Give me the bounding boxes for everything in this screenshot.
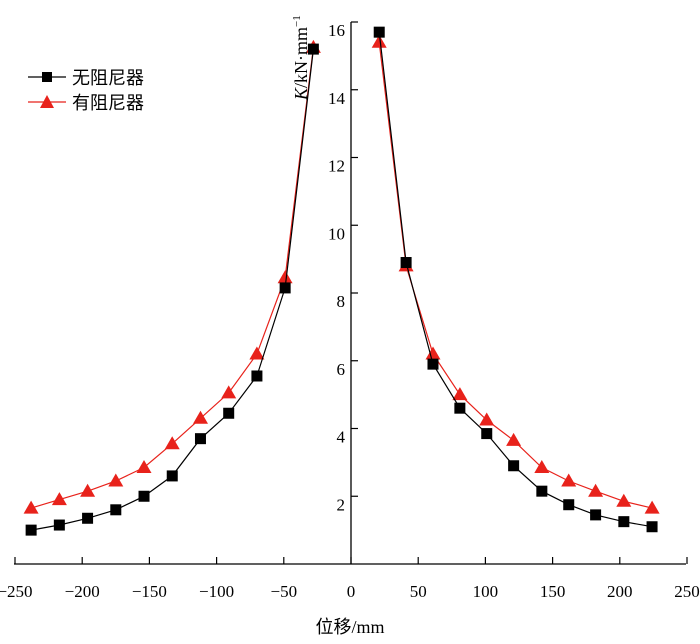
x-tick-label: 50 xyxy=(410,582,427,601)
x-tick-label: 0 xyxy=(347,582,356,601)
data-point-square xyxy=(307,43,319,55)
data-point-triangle xyxy=(249,346,265,360)
x-tick-label: 200 xyxy=(607,582,633,601)
data-point-square xyxy=(166,470,178,482)
x-tick-label: −50 xyxy=(271,582,298,601)
data-point-triangle xyxy=(588,483,604,497)
data-point-square xyxy=(138,490,150,502)
data-point-triangle xyxy=(371,34,387,48)
legend-label-series-0: 无阻尼器 xyxy=(72,68,144,89)
tick-labels: −250 −200 −150 −100 −50 0 50 100 150 200 250 2 4 6 8 10… xyxy=(0,21,700,601)
legend-marker-triangle xyxy=(40,95,54,108)
data-point-square xyxy=(53,519,65,531)
y-tick-label: 8 xyxy=(337,292,346,311)
tick-marks xyxy=(14,21,688,564)
data-point-triangle xyxy=(221,385,237,399)
x-axis-label-main: 位移 xyxy=(315,617,351,638)
data-point-triangle xyxy=(136,460,152,473)
y-tick-label: 4 xyxy=(337,428,346,447)
data-point-triangle xyxy=(277,270,293,284)
data-point-triangle xyxy=(51,492,67,506)
data-point-square xyxy=(590,509,602,521)
y-tick-label: 2 xyxy=(337,495,346,514)
data-point-triangle xyxy=(425,346,441,360)
x-axis-label: 位移/mm xyxy=(315,617,384,638)
data-point-square xyxy=(223,407,235,419)
data-point-triangle xyxy=(108,473,124,487)
y-tick-label: 10 xyxy=(328,224,345,243)
legend: 无阻尼器 有阻尼器 xyxy=(28,68,144,114)
data-point-square xyxy=(618,516,630,528)
x-tick-label: −100 xyxy=(199,582,234,601)
data-point-triangle xyxy=(164,436,180,450)
y-axis-label-var: K xyxy=(291,87,311,101)
data-point-square xyxy=(251,370,263,382)
data-point-square xyxy=(279,282,291,294)
series-line-0 xyxy=(30,49,314,531)
x-tick-label: 250 xyxy=(674,582,700,601)
data-point-square xyxy=(481,428,493,440)
plot-area xyxy=(23,26,660,536)
x-tick-label: −250 xyxy=(0,582,33,601)
data-point-square xyxy=(536,485,548,497)
y-tick-label: 14 xyxy=(328,89,346,108)
y-tick-label: 6 xyxy=(337,360,346,379)
x-axis-label-unit: /mm xyxy=(351,617,384,637)
legend-marker-square xyxy=(42,72,52,82)
y-axis-label-unit: /kN·mm xyxy=(291,27,311,88)
data-point-square xyxy=(400,257,412,269)
data-point-square xyxy=(194,433,206,445)
y-tick-label: 16 xyxy=(328,21,345,40)
data-point-triangle xyxy=(561,473,577,487)
data-point-triangle xyxy=(23,500,39,514)
y-axis-label-exponent: −1 xyxy=(291,15,303,27)
data-point-triangle xyxy=(80,483,96,497)
y-tick-label: 12 xyxy=(328,157,345,176)
data-point-triangle xyxy=(193,410,208,424)
data-point-triangle xyxy=(644,500,660,514)
data-point-triangle xyxy=(616,493,632,507)
data-point-triangle xyxy=(452,387,468,401)
legend-label-series-1: 有阻尼器 xyxy=(72,93,144,114)
x-tick-label: 150 xyxy=(540,582,566,601)
data-point-square xyxy=(82,512,94,524)
data-point-square xyxy=(25,524,37,536)
data-point-square xyxy=(454,402,466,414)
data-point-triangle xyxy=(506,432,522,446)
series-line-0 xyxy=(378,32,653,528)
data-point-square xyxy=(427,358,439,370)
data-point-triangle xyxy=(534,460,550,473)
data-point-square xyxy=(508,460,520,472)
y-axis-label: K/kN·mm−1 xyxy=(291,15,311,101)
data-point-square xyxy=(646,521,658,533)
data-point-square xyxy=(563,499,575,511)
x-tick-label: −200 xyxy=(65,582,100,601)
data-point-triangle xyxy=(479,412,495,426)
data-point-square xyxy=(373,26,385,38)
data-point-square xyxy=(110,504,122,516)
x-tick-label: 100 xyxy=(473,582,499,601)
x-tick-label: −150 xyxy=(132,582,167,601)
